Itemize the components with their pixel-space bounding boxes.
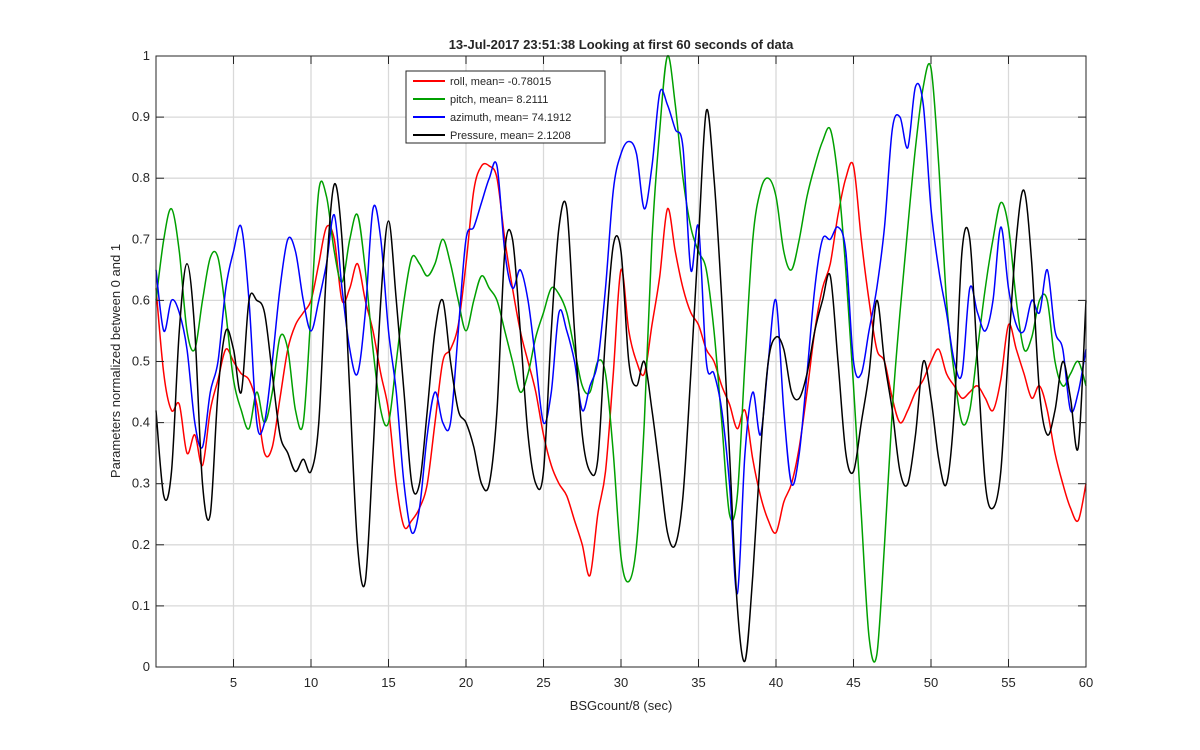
y-axis-label: Parameters normalized between 0 and 1 bbox=[108, 244, 123, 478]
x-tick-label: 60 bbox=[1079, 675, 1093, 690]
chart-title: 13-Jul-2017 23:51:38 Looking at first 60… bbox=[449, 37, 794, 52]
x-tick-label: 25 bbox=[536, 675, 550, 690]
y-tick-label: 0.8 bbox=[132, 170, 150, 185]
series-line-pitch bbox=[155, 55, 1087, 663]
y-tick-label: 0.3 bbox=[132, 476, 150, 491]
series-line-azimuth bbox=[155, 82, 1087, 595]
y-tick-label: 0.1 bbox=[132, 598, 150, 613]
x-axis-label: BSGcount/8 (sec) bbox=[570, 698, 673, 713]
x-tick-label: 30 bbox=[614, 675, 628, 690]
legend-label-azimuth: azimuth, mean= 74.1912 bbox=[450, 112, 571, 124]
y-tick-label: 0.9 bbox=[132, 109, 150, 124]
y-tick-label: 1 bbox=[143, 48, 150, 63]
series-line-roll bbox=[155, 161, 1087, 577]
x-tick-label: 40 bbox=[769, 675, 783, 690]
legend-label-pitch: pitch, mean= 8.2111 bbox=[450, 94, 548, 106]
x-tick-label: 55 bbox=[1001, 675, 1015, 690]
y-tick-label: 0.5 bbox=[132, 354, 150, 369]
legend-label-pressure: Pressure, mean= 2.1208 bbox=[450, 130, 571, 142]
legend: roll, mean= -0.78015 pitch, mean= 8.2111 a… bbox=[405, 70, 606, 144]
x-tick-label: 45 bbox=[846, 675, 860, 690]
series-layer bbox=[155, 55, 1087, 663]
plot-area: 5 10 15 20 25 30 35 40 45 50 55 60 0 0.1 0.2 0.3 0.4 0.5 0… bbox=[132, 48, 1093, 690]
y-tick-label: 0 bbox=[143, 659, 150, 674]
legend-box bbox=[405, 70, 606, 144]
x-tick-label: 10 bbox=[304, 675, 318, 690]
y-tick-label: 0.4 bbox=[132, 415, 150, 430]
x-tick-label: 15 bbox=[381, 675, 395, 690]
x-tick-label: 5 bbox=[230, 675, 237, 690]
ticks: 5 10 15 20 25 30 35 40 45 50 55 60 0 0.1 0.2 0.3 0.4 0.5 0… bbox=[132, 48, 1093, 690]
y-tick-label: 0.6 bbox=[132, 292, 150, 307]
x-tick-label: 35 bbox=[691, 675, 705, 690]
series-line-pressure bbox=[155, 108, 1087, 663]
legend-label-roll: roll, mean= -0.78015 bbox=[450, 76, 551, 88]
x-tick-label: 20 bbox=[459, 675, 473, 690]
y-tick-label: 0.7 bbox=[132, 231, 150, 246]
x-tick-label: 50 bbox=[924, 675, 938, 690]
y-tick-label: 0.2 bbox=[132, 537, 150, 552]
